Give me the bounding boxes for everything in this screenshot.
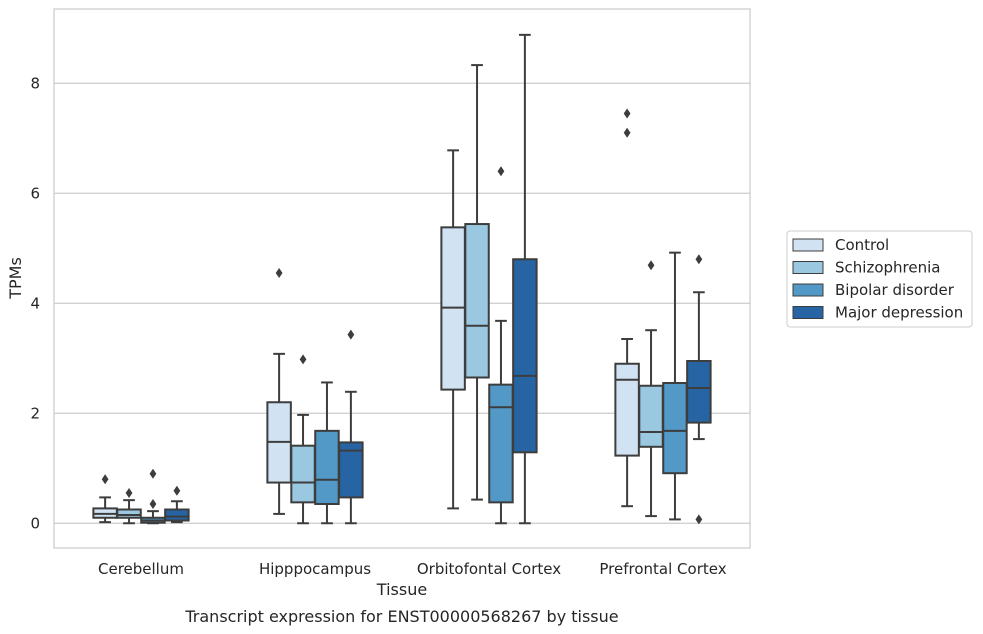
box-body (638, 384, 664, 448)
box-major-depression (686, 254, 712, 525)
box-body (662, 382, 688, 475)
y-tick-label: 2 (30, 404, 40, 422)
box-body (314, 429, 340, 506)
legend-swatch (792, 261, 824, 274)
y-tick-label: 4 (30, 294, 40, 312)
x-tick-label: Cerebellum (98, 560, 184, 578)
legend-label: Major depression (835, 304, 963, 322)
box-body (512, 258, 538, 454)
box-bipolar-disorder (662, 251, 688, 521)
x-axis-title: Tissue (376, 580, 427, 599)
x-tick-label: Orbitofontal Cortex (417, 560, 561, 578)
box-major-depression (338, 329, 364, 525)
outlier-point (695, 514, 703, 525)
legend-frame (786, 230, 973, 328)
outlier-point (275, 268, 283, 278)
plot-frame (53, 8, 751, 549)
outlier-point (101, 474, 109, 485)
legend-swatch (792, 238, 824, 252)
box-major-depression (164, 485, 190, 524)
box-control (266, 268, 292, 515)
box-schizophrenia (116, 488, 142, 525)
outlier-point (299, 354, 307, 365)
box-body (338, 441, 364, 499)
box-major-depression (512, 33, 538, 525)
legend: Control Schizophrenia Bipolar disorder Majo… (786, 230, 973, 328)
box-body (116, 508, 142, 519)
outlier-point (173, 485, 181, 496)
box-body (164, 508, 190, 522)
y-tick-label: 6 (30, 184, 40, 202)
legend-swatch (792, 306, 824, 319)
y-tick-label: 0 (30, 514, 40, 532)
y-tick-labels: 0 2 4 6 8 (30, 74, 40, 532)
outlier-point (623, 127, 631, 138)
box-body (488, 383, 514, 504)
outlier-point (149, 468, 157, 479)
outlier-point (497, 166, 505, 177)
box-schizophrenia (464, 64, 490, 501)
box-body (464, 223, 490, 379)
outlier-point (125, 488, 133, 498)
box-body (614, 362, 640, 457)
outlier-point (623, 108, 631, 119)
x-tick-label: Prefrontal Cortex (599, 560, 726, 578)
x-tick-labels: Cerebellum Hipppocampus Orbitofontal Corte… (98, 560, 727, 578)
outlier-point (695, 254, 703, 265)
box-control (440, 149, 466, 510)
x-tick-label: Hipppocampus (259, 560, 371, 578)
outlier-point (347, 329, 355, 340)
legend-label: Bipolar disorder (835, 281, 955, 299)
plot-background (54, 9, 750, 548)
legend-swatch (792, 283, 824, 297)
y-tick-label: 8 (30, 74, 40, 92)
legend-label: Control (835, 236, 889, 254)
outlier-point (149, 499, 157, 509)
box-body (290, 444, 316, 504)
outlier-point (647, 260, 655, 271)
box-bipolar-disorder (488, 166, 514, 525)
box-body (686, 360, 712, 424)
legend-label: Schizophrenia (835, 259, 940, 277)
boxes (92, 33, 712, 525)
y-axis-title: TPMs (6, 257, 25, 300)
figure-caption: Transcript expression for ENST0000056826… (184, 607, 618, 626)
